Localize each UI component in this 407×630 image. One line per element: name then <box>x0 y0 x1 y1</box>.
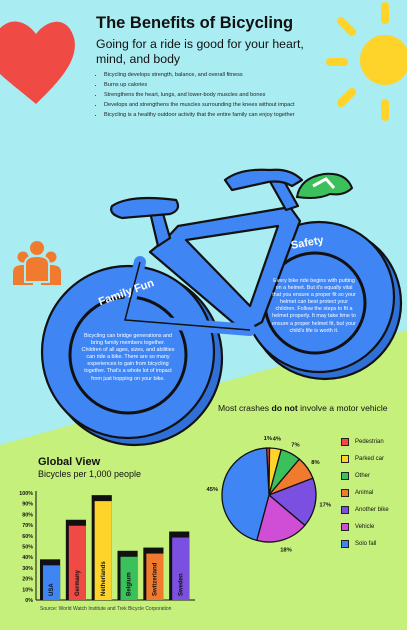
y-tick-label: 70% <box>22 523 33 529</box>
bar-category-label: Germany <box>75 569 81 596</box>
y-tick-label: 20% <box>22 577 33 583</box>
bar-belgium <box>120 556 138 600</box>
bar-category-label: USA <box>49 583 55 596</box>
bar-netherlands <box>94 501 112 600</box>
benefit-item: Strengthens the heart, lungs, and lower-… <box>104 90 354 100</box>
bicycles-bar-chart: 0% 10% 20% 30% 40% 50% 60% 70% 80% 90% 100% USA Germ… <box>19 491 195 604</box>
legend-label: Solo fall <box>355 541 377 547</box>
y-tick-label: 80% <box>22 512 33 518</box>
sun-icon <box>326 2 407 121</box>
pie-slice-label: 45% <box>207 487 219 493</box>
page-subtitle: Going for a ride is good for your heart,… <box>96 37 304 66</box>
y-tick-label: 10% <box>22 587 33 593</box>
family-fun-text: Bicycling can bridge generations and bri… <box>81 333 175 382</box>
bar-usa <box>43 565 61 600</box>
benefit-item: Develops and strengthens the muscles sur… <box>104 100 354 110</box>
bar-sweden <box>172 537 190 600</box>
legend-swatch <box>341 540 349 548</box>
y-tick-label: 90% <box>22 502 33 508</box>
legend-swatch <box>341 523 349 531</box>
pie-slice-another-bike <box>267 477 317 527</box>
bar-category-label: Switzerland <box>152 562 158 596</box>
heart-icon <box>0 21 75 104</box>
bicycle-icon <box>40 168 403 447</box>
crash-chart-title: Most crashes do not involve a motor vehi… <box>218 403 388 414</box>
y-tick-label: 40% <box>22 555 33 561</box>
legend-item: Vehicle <box>341 523 407 532</box>
legend-swatch <box>341 472 349 480</box>
legend-swatch <box>341 489 349 497</box>
legend-label: Vehicle <box>355 524 375 530</box>
pie-slice-label: 18% <box>280 547 292 553</box>
bar-switzerland <box>146 553 164 600</box>
bar-chart-subtitle: Bicycles per 1,000 people <box>38 469 142 479</box>
benefit-item: Burns up calories <box>104 80 354 90</box>
legend-label: Another bike <box>355 507 389 513</box>
bar-category-label: Netherlands <box>101 561 107 596</box>
y-tick-label: 0% <box>25 598 33 604</box>
legend-item: Solo fall <box>341 540 407 549</box>
bar-category-label: Belgium <box>127 572 133 596</box>
crash-pie-chart: 1% 4% 7% 8% 17% 18% 45% <box>207 436 331 553</box>
bar-category-label: Sweden <box>178 573 184 596</box>
helmet-icon <box>295 172 354 199</box>
legend-item: Other <box>341 472 407 481</box>
family-icon <box>13 241 61 285</box>
source-note: Source: World Watch Institute and Trek B… <box>40 606 172 612</box>
legend-label: Parked car <box>355 456 385 462</box>
safety-text: Every bike ride begins with putting on a… <box>272 278 356 334</box>
pie-slice-vehicle <box>255 493 306 543</box>
page-title: The Benefits of Bicycling <box>96 14 294 32</box>
pie-slice-label: 4% <box>273 437 281 443</box>
y-tick-label: 100% <box>19 491 33 497</box>
crash-title-prefix: Most crashes <box>218 403 272 413</box>
crash-title-bold: do not <box>271 403 298 413</box>
benefits-list: Bicycling develops strength, balance, an… <box>92 70 354 120</box>
pie-slice-label: 17% <box>319 503 331 509</box>
y-tick-label: 50% <box>22 545 33 551</box>
legend-label: Other <box>355 473 371 479</box>
y-tick-label: 30% <box>22 566 33 572</box>
crash-title-suffix: involve a motor vehicle <box>297 403 388 413</box>
legend-label: Animal <box>355 490 374 496</box>
legend-item: Another bike <box>341 506 407 515</box>
pie-slice-label: 7% <box>291 443 299 449</box>
legend-swatch <box>341 455 349 463</box>
legend-label: Pedestrian <box>355 439 384 445</box>
benefit-item: Bicycling develops strength, balance, an… <box>104 70 354 80</box>
benefit-item: Bicycling is a healthy outdoor activity … <box>104 110 354 120</box>
y-tick-label: 60% <box>22 534 33 540</box>
bar-chart-title: Global View <box>38 456 101 468</box>
legend-swatch <box>341 438 349 446</box>
legend-item: Animal <box>341 489 407 498</box>
legend-item: Parked car <box>341 455 407 464</box>
legend-swatch <box>341 506 349 514</box>
pie-slice-label: 1% <box>264 436 272 442</box>
pie-slice-solo-fall <box>221 447 270 542</box>
legend-item: Pedestrian <box>341 438 407 447</box>
bar-germany <box>68 525 86 600</box>
pie-slice-label: 8% <box>311 460 319 466</box>
